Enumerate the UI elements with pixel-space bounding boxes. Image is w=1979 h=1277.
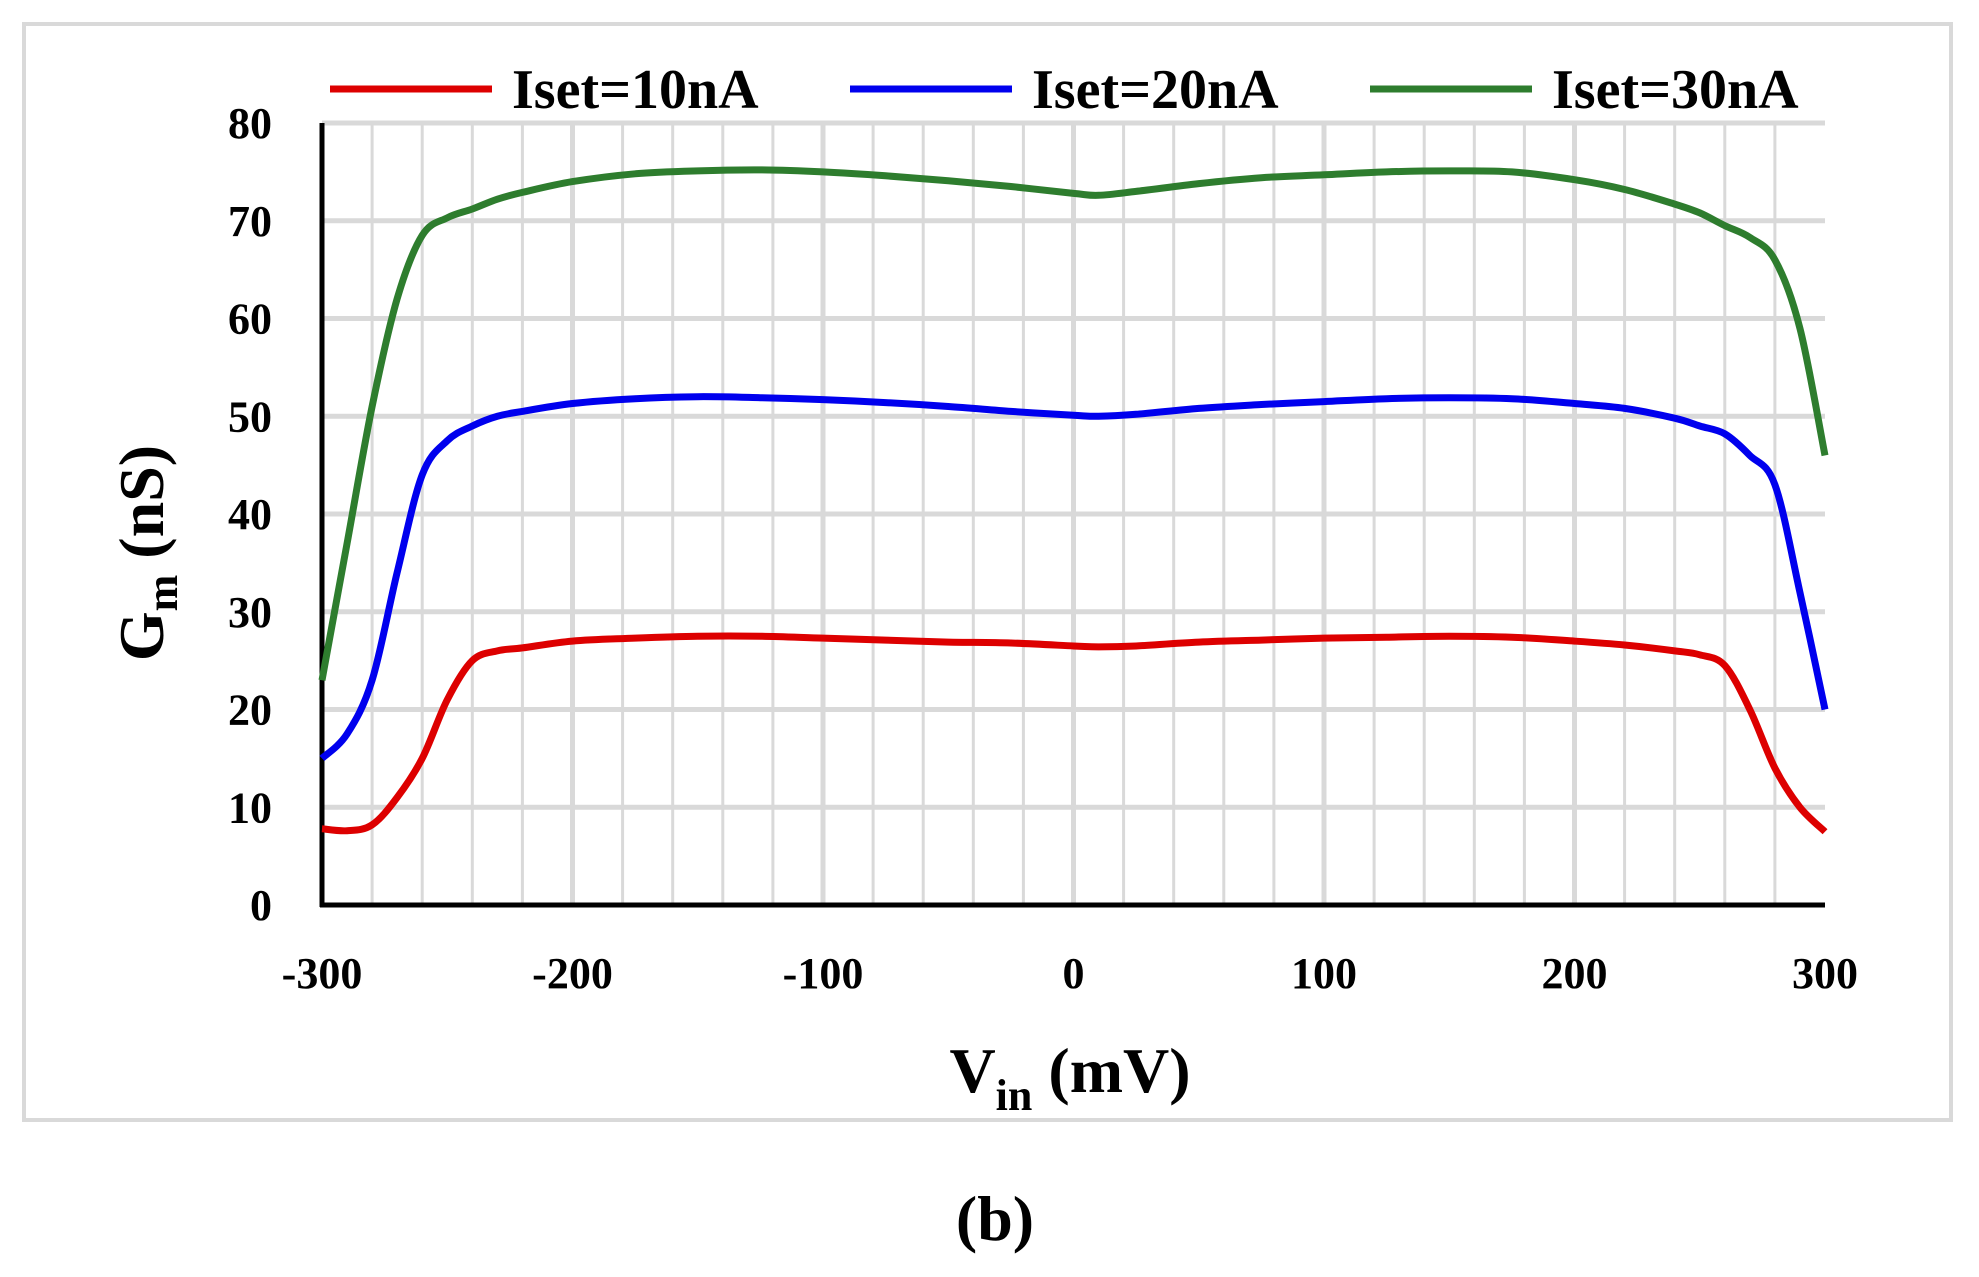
x-tick-label: 200 <box>1542 949 1608 998</box>
legend-label-1: Iset=10nA <box>512 59 759 121</box>
legend-label-2: Iset=20nA <box>1032 59 1279 121</box>
x-tick-label: 100 <box>1291 949 1357 998</box>
y-tick-labels: 0 10 20 30 40 50 60 70 80 <box>228 99 272 930</box>
y-tick-label: 0 <box>250 881 272 930</box>
legend-label-3: Iset=30nA <box>1552 59 1799 121</box>
y-axis-title-sub: m <box>138 575 187 612</box>
series-group <box>318 166 1829 835</box>
series-line-3 <box>318 166 1829 681</box>
y-axis-title: Gm (nS) <box>106 445 187 661</box>
x-tick-label: -300 <box>282 949 363 998</box>
legend: Iset=10nA Iset=20nA Iset=30nA <box>330 59 1799 121</box>
x-axis-title-sub: in <box>996 1071 1033 1120</box>
x-tick-label: 300 <box>1792 949 1858 998</box>
figure-caption: (b) <box>956 1183 1034 1254</box>
x-axis-title: Vin (mV) <box>949 1035 1190 1120</box>
chart-frame <box>22 22 1953 1122</box>
grid <box>322 120 1825 905</box>
y-tick-label: 50 <box>228 392 272 441</box>
x-axis-title-unit: (mV) <box>1032 1035 1190 1106</box>
x-tick-label: 0 <box>1063 949 1085 998</box>
series-line-2 <box>319 393 1829 762</box>
series-line-1 <box>321 632 1828 835</box>
y-tick-label: 30 <box>228 588 272 637</box>
y-tick-label: 10 <box>228 783 272 832</box>
y-tick-label: 70 <box>228 197 272 246</box>
y-tick-label: 20 <box>228 686 272 735</box>
axes <box>319 123 1825 908</box>
x-tick-label: -200 <box>532 949 613 998</box>
y-tick-label: 40 <box>228 490 272 539</box>
y-axis-title-unit: (nS) <box>106 445 177 575</box>
x-tick-label: -100 <box>783 949 864 998</box>
y-tick-label: 80 <box>228 99 272 148</box>
x-axis-title-main: V <box>949 1035 995 1106</box>
y-axis-title-main: G <box>106 611 177 661</box>
y-tick-label: 60 <box>228 295 272 344</box>
x-tick-labels: -300 -200 -100 0 100 200 300 <box>282 949 1858 998</box>
